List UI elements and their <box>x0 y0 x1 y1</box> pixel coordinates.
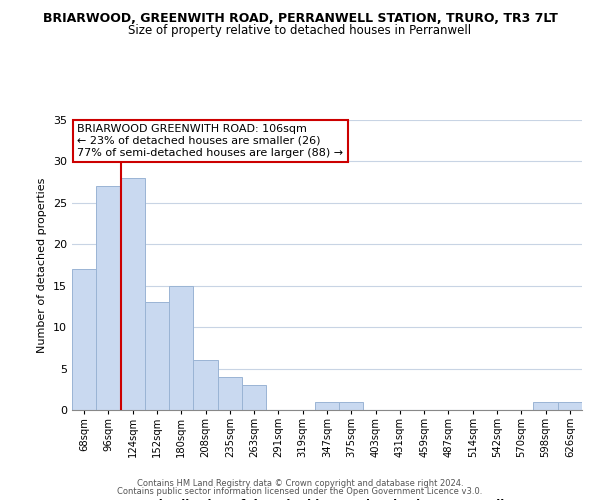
Bar <box>242 385 266 410</box>
Bar <box>315 402 339 410</box>
Text: Size of property relative to detached houses in Perranwell: Size of property relative to detached ho… <box>128 24 472 37</box>
Text: BRIARWOOD, GREENWITH ROAD, PERRANWELL STATION, TRURO, TR3 7LT: BRIARWOOD, GREENWITH ROAD, PERRANWELL ST… <box>43 12 557 26</box>
Bar <box>72 269 96 410</box>
X-axis label: Distribution of detached houses by size in Perranwell: Distribution of detached houses by size … <box>149 499 505 500</box>
Bar <box>558 402 582 410</box>
Bar <box>218 377 242 410</box>
Bar <box>145 302 169 410</box>
Text: Contains public sector information licensed under the Open Government Licence v3: Contains public sector information licen… <box>118 487 482 496</box>
Bar <box>121 178 145 410</box>
Text: Contains HM Land Registry data © Crown copyright and database right 2024.: Contains HM Land Registry data © Crown c… <box>137 478 463 488</box>
Bar <box>533 402 558 410</box>
Bar <box>96 186 121 410</box>
Bar <box>193 360 218 410</box>
Y-axis label: Number of detached properties: Number of detached properties <box>37 178 47 352</box>
Bar <box>169 286 193 410</box>
Bar <box>339 402 364 410</box>
Text: BRIARWOOD GREENWITH ROAD: 106sqm
← 23% of detached houses are smaller (26)
77% o: BRIARWOOD GREENWITH ROAD: 106sqm ← 23% o… <box>77 124 343 158</box>
